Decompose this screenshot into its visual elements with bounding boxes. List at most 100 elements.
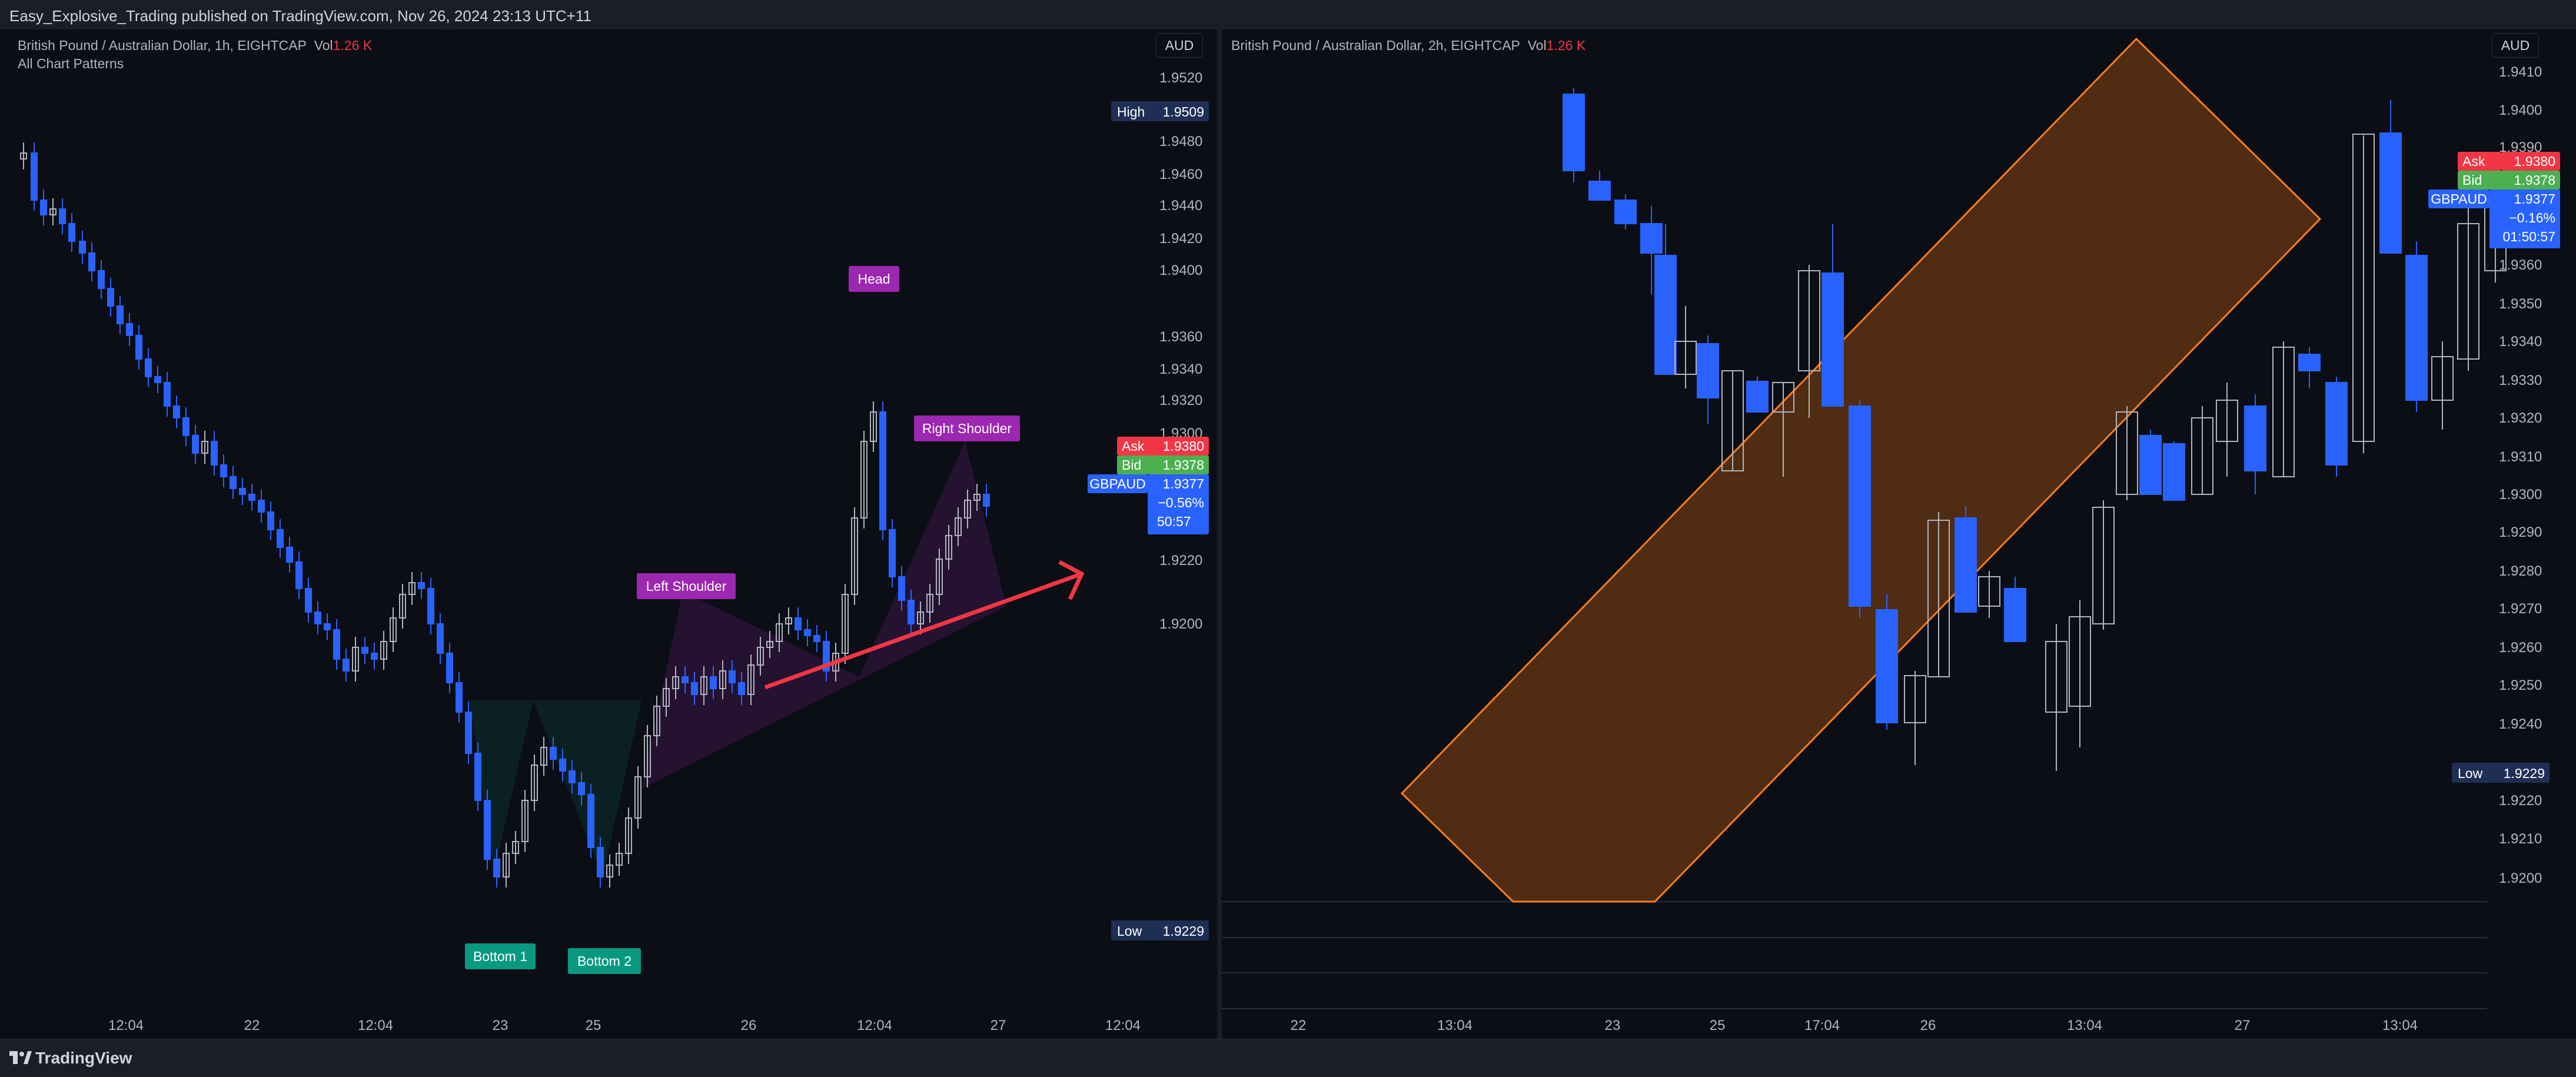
price-axis-label: 1.9260 xyxy=(2499,640,2542,656)
ask-badge-right: Ask 1.9380 xyxy=(2458,152,2560,171)
candle-body xyxy=(757,647,764,666)
candle-body xyxy=(521,800,529,842)
price-axis-label: 1.9520 xyxy=(1159,70,1202,86)
candle-body xyxy=(1697,343,1719,398)
candle-body xyxy=(211,441,218,466)
candle-body xyxy=(597,847,604,877)
candle-body xyxy=(248,494,255,501)
candle-body xyxy=(870,411,877,442)
price-axis-label: 1.9270 xyxy=(2499,601,2542,617)
candle-body xyxy=(154,376,161,383)
candle-body xyxy=(2139,435,2162,495)
candle-body xyxy=(258,500,265,513)
candle-body xyxy=(126,323,133,336)
candle-body xyxy=(569,770,576,783)
price-axis-label: 1.9310 xyxy=(2499,449,2542,465)
price-axis-label: 1.9280 xyxy=(2499,563,2542,579)
svg-text:1.9377: 1.9377 xyxy=(1163,476,1204,491)
candle-body xyxy=(1588,181,1611,201)
svg-text:Low: Low xyxy=(1117,923,1142,939)
svg-text:−0.56%: −0.56% xyxy=(1158,495,1204,510)
price-axis-label: 1.9360 xyxy=(1159,329,1202,345)
right-chart-pane[interactable]: 1.9410 1.9400 1.9390 1.9360 1.9350 1.9340 1.93… xyxy=(1222,29,2576,1039)
candle-body xyxy=(503,853,510,877)
svg-text:1.9377: 1.9377 xyxy=(2514,191,2555,207)
candle-body xyxy=(1904,675,1926,723)
candle-body xyxy=(371,653,378,660)
candle-body xyxy=(399,594,406,619)
candle-body xyxy=(710,676,717,689)
label-bottom-2: Bottom 2 xyxy=(568,948,641,974)
candle-body xyxy=(295,561,303,589)
candle-body xyxy=(2457,223,2479,360)
candle-body xyxy=(220,464,227,477)
candle-body xyxy=(277,529,284,548)
time-axis-label: 22 xyxy=(1291,1018,1307,1033)
candle-body xyxy=(267,511,274,530)
time-axis-label: 26 xyxy=(741,1018,757,1033)
candle-body xyxy=(851,517,858,595)
right-chart-legend[interactable]: British Pound / Australian Dollar, 2h, E… xyxy=(1231,38,1586,53)
symbol-price-badge-right: GBPAUD 1.9377 −0.16% 01:50:57 xyxy=(2428,190,2560,248)
candle-body xyxy=(380,641,387,660)
right-chart-canvas[interactable]: 1.94101.94001.93901.93601.93501.93401.93… xyxy=(1222,29,2576,1039)
candle-body xyxy=(531,764,538,801)
indicator-name[interactable]: All Chart Patterns xyxy=(18,56,124,71)
candle-body xyxy=(672,676,679,689)
svg-text:Head: Head xyxy=(858,271,890,287)
time-axis-label: 12:04 xyxy=(358,1018,393,1033)
candle-body xyxy=(465,712,472,754)
currency-button[interactable]: AUD xyxy=(2492,33,2539,58)
pane-divider[interactable] xyxy=(1217,29,1222,1039)
candle-body xyxy=(606,865,613,877)
currency-button[interactable]: AUD xyxy=(1156,33,1203,58)
left-chart-legend[interactable]: British Pound / Australian Dollar, 1h, E… xyxy=(18,38,373,53)
candle-body xyxy=(1955,517,1977,613)
bid-badge: Bid 1.9378 xyxy=(1117,456,1209,474)
candle-body xyxy=(2405,255,2428,401)
candle-body xyxy=(587,794,594,848)
candle-body xyxy=(493,859,500,877)
volume-value: 1.26 K xyxy=(333,38,373,53)
price-axis-label: 1.9420 xyxy=(1159,231,1202,247)
candle-body xyxy=(182,417,190,436)
left-chart-canvas[interactable]: 1.95201.95001.94801.94601.94401.94201.94… xyxy=(0,29,1217,1039)
price-axis-label: 1.9250 xyxy=(2499,677,2542,693)
candle-body xyxy=(2216,400,2238,442)
candle-body xyxy=(842,594,849,654)
candle-body xyxy=(540,747,547,766)
candle-body xyxy=(98,270,105,289)
price-axis-label: 1.9220 xyxy=(1159,553,1202,569)
candle-body xyxy=(1772,382,1794,413)
price-axis-label: 1.9340 xyxy=(2499,334,2542,350)
candle-body xyxy=(550,747,557,760)
svg-text:1.9380: 1.9380 xyxy=(2514,154,2555,169)
time-axis-label: 12:04 xyxy=(1105,1018,1141,1033)
candle-body xyxy=(2004,588,2026,642)
exchange: EIGHTCAP xyxy=(1451,38,1520,53)
time-axis-label: 23 xyxy=(493,1018,508,1033)
candle-body xyxy=(747,664,754,695)
candle-body xyxy=(634,776,641,819)
candle-body xyxy=(860,441,867,518)
candle-body xyxy=(917,611,924,624)
left-chart-pane[interactable]: 1.95201.95001.94801.94601.94401.94201.94… xyxy=(0,29,1217,1039)
bid-badge-right: Bid 1.9378 xyxy=(2458,171,2560,190)
candle-body xyxy=(1849,405,1871,607)
candle-body xyxy=(691,682,698,695)
candle-body xyxy=(2116,411,2138,495)
svg-text:Ask: Ask xyxy=(1122,438,1145,454)
svg-text:1.9229: 1.9229 xyxy=(2504,766,2545,781)
svg-text:50:57: 50:57 xyxy=(1157,514,1191,529)
candle-body xyxy=(2272,347,2295,477)
candle-body xyxy=(324,623,331,630)
candle-body xyxy=(2069,616,2091,707)
candle-body xyxy=(1798,270,1820,371)
head-shoulders-area xyxy=(641,441,1006,789)
svg-text:GBPAUD: GBPAUD xyxy=(2431,191,2487,207)
candle-body xyxy=(201,441,208,454)
svg-text:1.9509: 1.9509 xyxy=(1163,104,1204,119)
price-axis-label: 1.9340 xyxy=(1159,361,1202,377)
bottom-bar: TradingView xyxy=(0,1039,2576,1077)
candle-body xyxy=(1721,370,1744,471)
